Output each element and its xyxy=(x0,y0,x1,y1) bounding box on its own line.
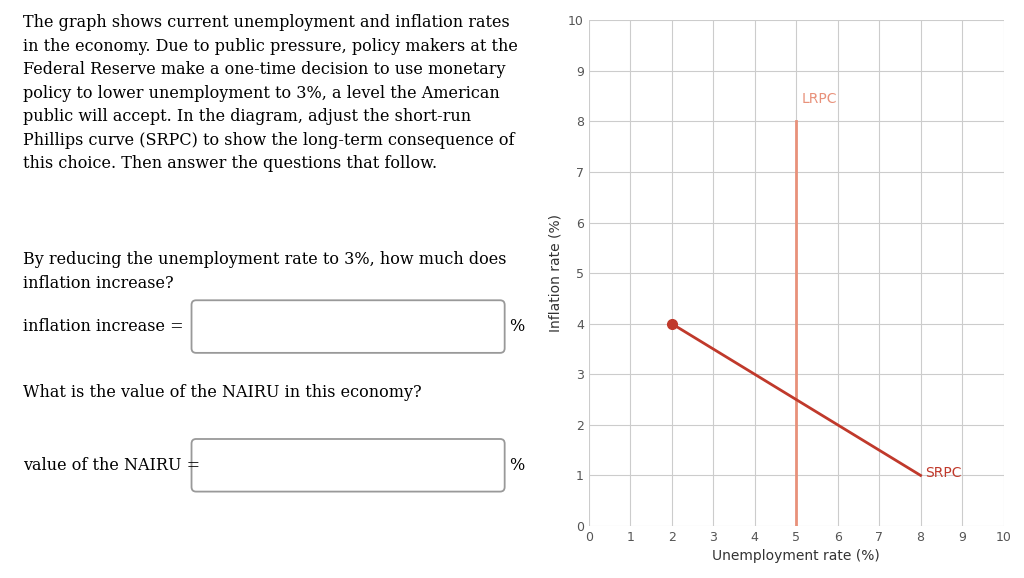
Text: The graph shows current unemployment and inflation rates
in the economy. Due to : The graph shows current unemployment and… xyxy=(23,14,517,172)
Text: %: % xyxy=(509,318,524,335)
FancyBboxPatch shape xyxy=(191,439,505,491)
Text: LRPC: LRPC xyxy=(801,92,837,106)
Text: SRPC: SRPC xyxy=(926,466,963,480)
Text: inflation increase =: inflation increase = xyxy=(23,318,183,335)
Y-axis label: Inflation rate (%): Inflation rate (%) xyxy=(549,214,562,332)
X-axis label: Unemployment rate (%): Unemployment rate (%) xyxy=(713,550,880,564)
FancyBboxPatch shape xyxy=(191,300,505,353)
Text: By reducing the unemployment rate to 3%, how much does
inflation increase?: By reducing the unemployment rate to 3%,… xyxy=(23,251,506,292)
Text: value of the NAIRU =: value of the NAIRU = xyxy=(23,457,200,474)
Text: %: % xyxy=(509,457,524,474)
Text: What is the value of the NAIRU in this economy?: What is the value of the NAIRU in this e… xyxy=(23,384,421,401)
